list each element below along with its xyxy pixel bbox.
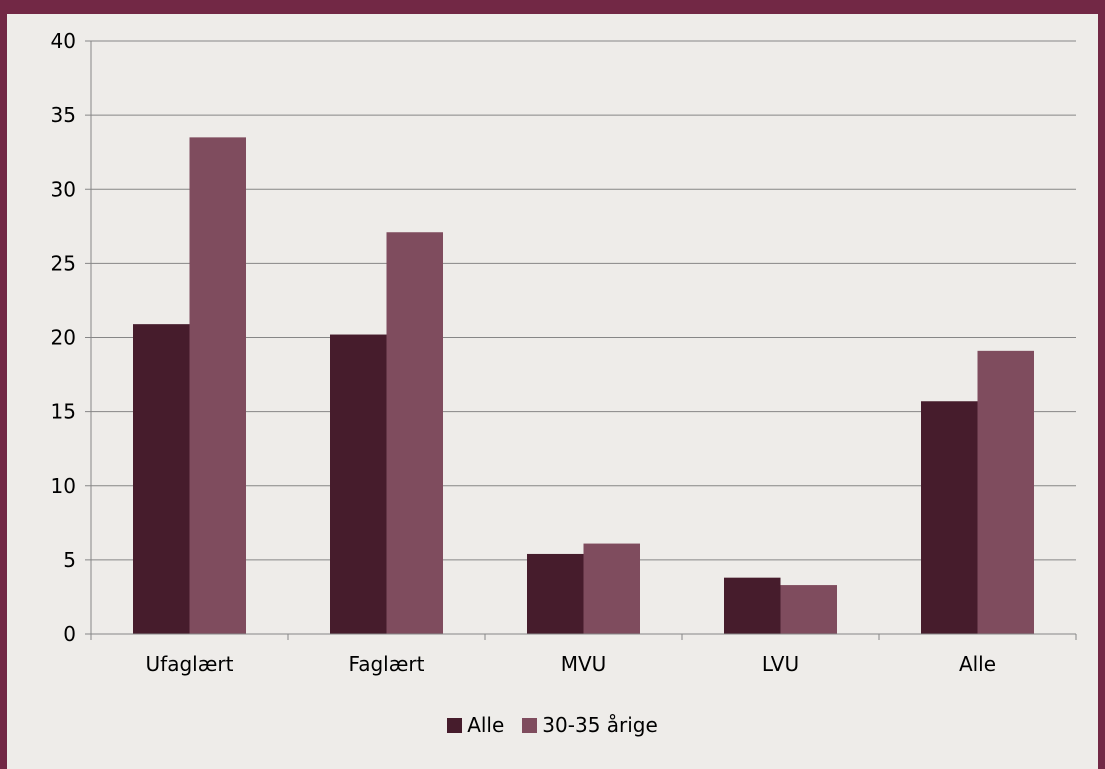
y-tick-label: 40 [51, 29, 76, 53]
bar-30-35-arige [977, 350, 1034, 634]
bar-alle [724, 577, 781, 634]
y-tick-label: 5 [63, 548, 76, 572]
x-tick-label: MVU [561, 652, 607, 676]
chart-area: 0 5 10 15 20 25 30 35 40 Ufaglært Faglært MVU LVU All… [7, 14, 1098, 769]
legend: Alle 30-35 årige [7, 713, 1098, 737]
bar-30-35-arige [583, 543, 640, 634]
bar-alle [133, 324, 190, 634]
y-tick-label: 30 [51, 177, 76, 201]
tick-labels: 0 5 10 15 20 25 30 35 40 Ufaglært Faglært MVU LVU All… [51, 29, 997, 676]
y-tick-label: 10 [51, 474, 76, 498]
y-tick-label: 25 [51, 251, 76, 275]
y-tick-label: 15 [51, 400, 76, 424]
x-tick-label: Faglært [349, 652, 425, 676]
axes [85, 40, 1077, 640]
bar-chart: 0 5 10 15 20 25 30 35 40 Ufaglært Faglært MVU LVU All… [7, 14, 1098, 704]
bar-30-35-arige [189, 137, 246, 635]
x-tick-label: Ufaglært [146, 652, 234, 676]
legend-item-30-35-arige: 30-35 årige [522, 713, 658, 737]
bar-alle [527, 553, 584, 634]
y-tick-label: 20 [51, 326, 76, 350]
y-tick-label: 0 [63, 622, 76, 646]
y-tick-label: 35 [51, 103, 76, 127]
legend-label-alle: Alle [467, 713, 505, 737]
bar-alle [330, 334, 387, 634]
legend-item-alle: Alle [447, 713, 504, 737]
bar-30-35-arige [386, 232, 443, 634]
legend-label-30-35-arige: 30-35 årige [542, 713, 658, 737]
gridlines [91, 40, 1076, 561]
bar-30-35-arige [780, 585, 837, 634]
x-tick-label: Alle [959, 652, 996, 676]
legend-swatch-30-35-arige [522, 717, 538, 733]
bars [133, 137, 1034, 635]
legend-swatch-alle [447, 717, 463, 733]
bar-alle [921, 401, 978, 634]
x-tick-label: LVU [762, 652, 799, 676]
